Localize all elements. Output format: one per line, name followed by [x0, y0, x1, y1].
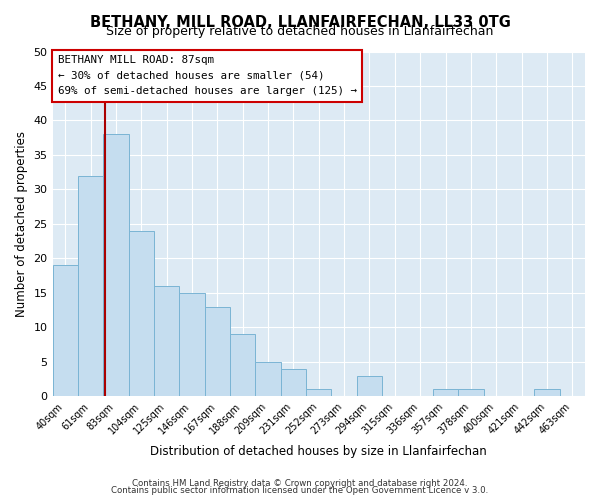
Bar — [205, 306, 230, 396]
Bar — [230, 334, 256, 396]
X-axis label: Distribution of detached houses by size in Llanfairfechan: Distribution of detached houses by size … — [151, 444, 487, 458]
Text: Contains HM Land Registry data © Crown copyright and database right 2024.: Contains HM Land Registry data © Crown c… — [132, 478, 468, 488]
Bar — [458, 390, 484, 396]
Text: Size of property relative to detached houses in Llanfairfechan: Size of property relative to detached ho… — [106, 25, 494, 38]
Bar — [306, 390, 331, 396]
Bar — [78, 176, 103, 396]
Y-axis label: Number of detached properties: Number of detached properties — [15, 131, 28, 317]
Bar — [534, 390, 560, 396]
Bar — [103, 134, 128, 396]
Bar — [154, 286, 179, 397]
Bar — [53, 266, 78, 396]
Bar — [433, 390, 458, 396]
Bar — [281, 368, 306, 396]
Bar — [256, 362, 281, 396]
Text: Contains public sector information licensed under the Open Government Licence v : Contains public sector information licen… — [112, 486, 488, 495]
Text: BETHANY, MILL ROAD, LLANFAIRFECHAN, LL33 0TG: BETHANY, MILL ROAD, LLANFAIRFECHAN, LL33… — [89, 15, 511, 30]
Bar — [357, 376, 382, 396]
Bar — [128, 231, 154, 396]
Text: BETHANY MILL ROAD: 87sqm
← 30% of detached houses are smaller (54)
69% of semi-d: BETHANY MILL ROAD: 87sqm ← 30% of detach… — [58, 55, 356, 96]
Bar — [179, 293, 205, 397]
